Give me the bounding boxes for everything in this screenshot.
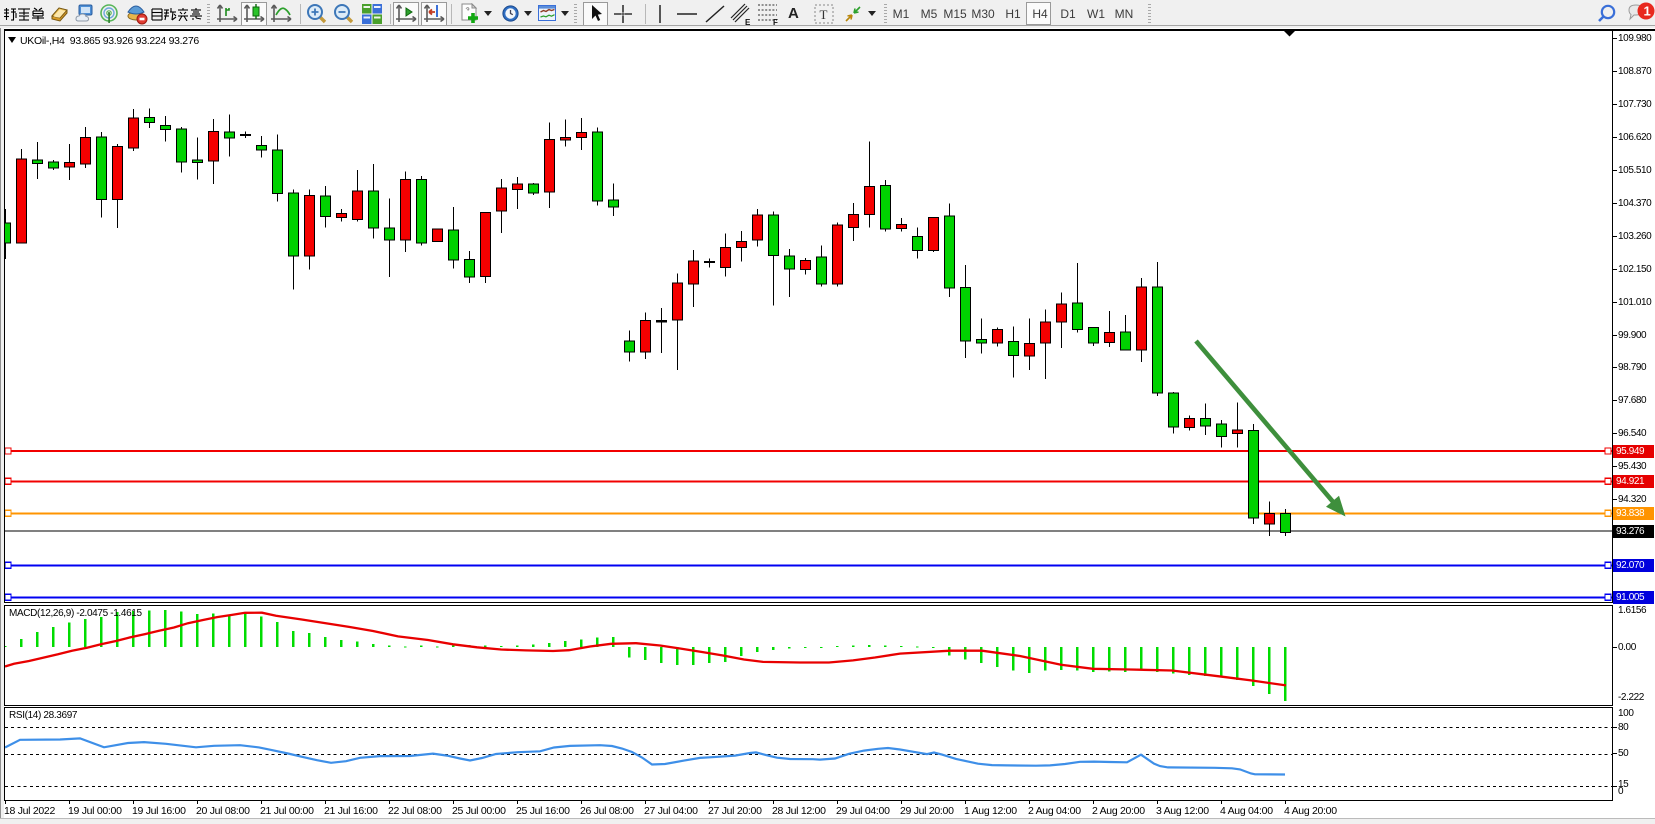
svg-text:F: F (773, 18, 778, 26)
svg-text:T: T (820, 7, 828, 22)
svg-text:1: 1 (1644, 4, 1651, 19)
svg-text:E: E (745, 18, 751, 26)
